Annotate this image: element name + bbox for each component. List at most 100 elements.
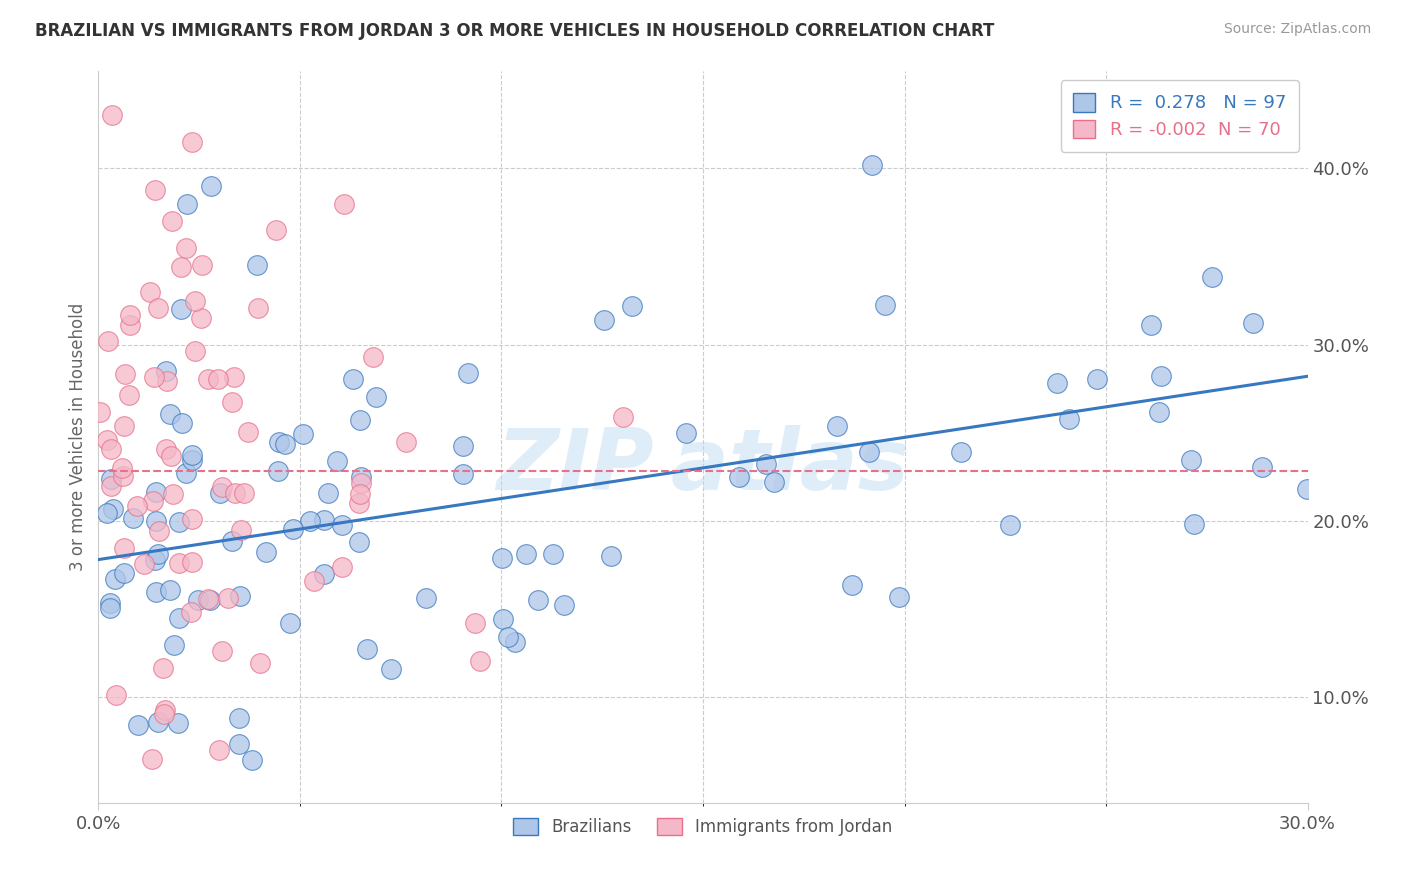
Point bbox=[160, 214, 183, 228]
Point bbox=[208, 743, 231, 757]
Point bbox=[755, 457, 778, 471]
Point bbox=[246, 258, 269, 272]
Point bbox=[112, 419, 135, 434]
Point bbox=[264, 223, 287, 237]
Point bbox=[187, 592, 209, 607]
Point bbox=[1150, 369, 1173, 384]
Point bbox=[278, 615, 301, 630]
Point bbox=[1180, 453, 1202, 467]
Point bbox=[887, 591, 910, 605]
Point bbox=[176, 196, 198, 211]
Point bbox=[247, 301, 270, 315]
Point bbox=[249, 656, 271, 670]
Point bbox=[105, 688, 128, 702]
Point bbox=[139, 285, 162, 299]
Point bbox=[451, 440, 474, 454]
Point bbox=[950, 445, 973, 459]
Point bbox=[238, 425, 260, 439]
Point bbox=[228, 737, 250, 751]
Point bbox=[159, 407, 181, 421]
Point bbox=[170, 260, 193, 274]
Point bbox=[197, 591, 219, 606]
Point bbox=[174, 241, 197, 255]
Point bbox=[333, 196, 356, 211]
Point bbox=[141, 752, 163, 766]
Text: Source: ZipAtlas.com: Source: ZipAtlas.com bbox=[1223, 22, 1371, 37]
Point bbox=[332, 560, 354, 574]
Point bbox=[104, 573, 127, 587]
Point bbox=[190, 311, 212, 326]
Point bbox=[143, 552, 166, 566]
Point bbox=[727, 470, 749, 484]
Point bbox=[267, 464, 290, 478]
Point bbox=[146, 714, 169, 729]
Point bbox=[167, 610, 190, 624]
Point bbox=[145, 514, 167, 528]
Point bbox=[492, 612, 515, 626]
Point bbox=[152, 661, 174, 675]
Point bbox=[111, 461, 134, 475]
Point bbox=[470, 654, 492, 668]
Point bbox=[181, 448, 204, 462]
Point bbox=[200, 178, 222, 193]
Point bbox=[364, 390, 387, 404]
Point bbox=[142, 494, 165, 508]
Point bbox=[281, 522, 304, 536]
Point bbox=[207, 372, 229, 386]
Point bbox=[1182, 517, 1205, 532]
Point bbox=[515, 547, 537, 561]
Point bbox=[349, 413, 371, 427]
Point bbox=[1059, 412, 1081, 426]
Point bbox=[553, 598, 575, 612]
Point bbox=[145, 485, 167, 500]
Point bbox=[122, 510, 145, 524]
Point bbox=[228, 711, 250, 725]
Point bbox=[148, 524, 170, 539]
Point bbox=[96, 506, 118, 520]
Point bbox=[101, 108, 124, 122]
Point bbox=[181, 512, 204, 526]
Point bbox=[763, 475, 786, 490]
Point bbox=[221, 394, 243, 409]
Point bbox=[231, 524, 253, 538]
Point bbox=[170, 416, 193, 430]
Point bbox=[858, 445, 880, 459]
Point bbox=[112, 566, 135, 580]
Point bbox=[180, 605, 202, 619]
Point bbox=[163, 638, 186, 652]
Point bbox=[527, 592, 550, 607]
Point bbox=[350, 470, 373, 484]
Point bbox=[155, 364, 177, 378]
Point bbox=[98, 600, 121, 615]
Point bbox=[184, 294, 207, 309]
Point bbox=[143, 183, 166, 197]
Point bbox=[224, 485, 246, 500]
Point bbox=[169, 302, 191, 317]
Point bbox=[145, 585, 167, 599]
Point bbox=[415, 591, 437, 605]
Point bbox=[312, 512, 335, 526]
Point bbox=[496, 630, 519, 644]
Point bbox=[120, 318, 142, 332]
Point bbox=[998, 517, 1021, 532]
Point bbox=[503, 634, 526, 648]
Point bbox=[274, 436, 297, 450]
Point bbox=[675, 425, 697, 440]
Point bbox=[451, 467, 474, 482]
Point bbox=[361, 351, 384, 365]
Point bbox=[347, 496, 370, 510]
Point bbox=[169, 556, 191, 570]
Point bbox=[112, 541, 135, 555]
Point bbox=[380, 662, 402, 676]
Point bbox=[1046, 376, 1069, 390]
Point bbox=[1250, 460, 1272, 475]
Text: ZIP atlas: ZIP atlas bbox=[496, 425, 910, 508]
Point bbox=[97, 334, 120, 348]
Point bbox=[184, 344, 207, 359]
Y-axis label: 3 or more Vehicles in Household: 3 or more Vehicles in Household bbox=[69, 303, 87, 571]
Point bbox=[167, 516, 190, 530]
Point bbox=[98, 596, 121, 610]
Point bbox=[1296, 482, 1319, 496]
Point bbox=[464, 615, 486, 630]
Point bbox=[221, 533, 243, 548]
